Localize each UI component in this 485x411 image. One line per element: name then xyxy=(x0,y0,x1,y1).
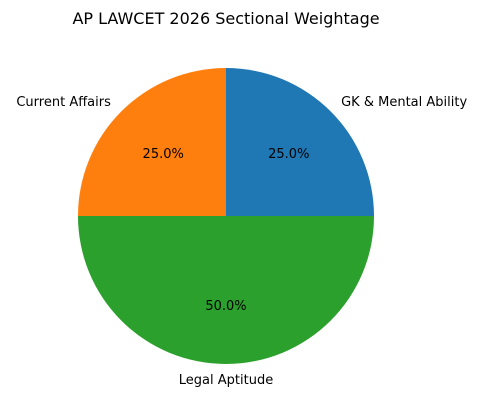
pie-slice xyxy=(78,216,374,364)
slice-percent-label: 25.0% xyxy=(268,147,309,162)
pie-slice xyxy=(226,68,374,216)
pie-labels: 25.0% GK & Mental Ability 25.0% Current Aff… xyxy=(16,95,467,388)
slice-category-label: GK & Mental Ability xyxy=(341,95,467,110)
pie-slice xyxy=(78,68,226,216)
slice-category-label: Legal Aptitude xyxy=(179,373,273,388)
slice-category-label: Current Affairs xyxy=(16,95,111,110)
chart-title: AP LAWCET 2026 Sectional Weightage xyxy=(72,9,379,28)
pie-slices xyxy=(78,68,374,364)
slice-percent-label: 50.0% xyxy=(205,299,246,314)
slice-percent-label: 25.0% xyxy=(143,147,184,162)
